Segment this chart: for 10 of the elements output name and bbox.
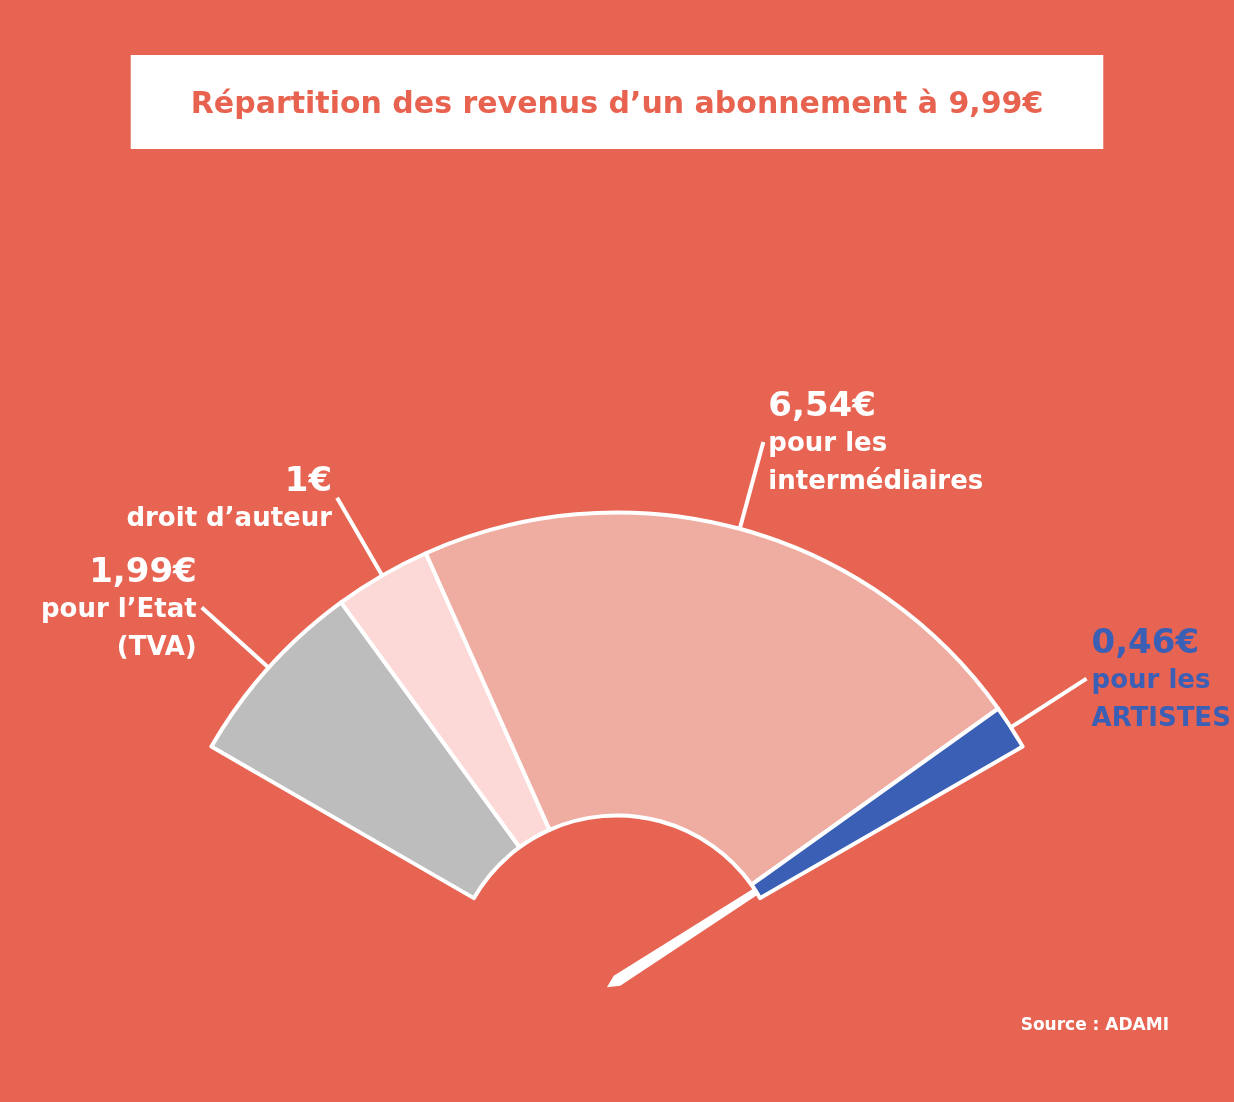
data-label: 1,99€ bbox=[89, 549, 197, 590]
data-label: 1€ bbox=[284, 458, 333, 499]
source-note: Source : ADAMI bbox=[1020, 1013, 1170, 1034]
slice-label: droit d’auteur bbox=[126, 501, 333, 532]
slice-label: pour les intermédiaires bbox=[768, 426, 984, 495]
slice-label: pour l’Etat (TVA) bbox=[40, 592, 197, 661]
data-label: 0,46€ bbox=[1091, 620, 1200, 661]
slice-label: pour les ARTISTES bbox=[1091, 663, 1231, 732]
data-label: 6,54€ bbox=[768, 383, 876, 424]
chart-title: Répartition des revenus d’un abonnement à 9,99€ bbox=[190, 84, 1044, 120]
